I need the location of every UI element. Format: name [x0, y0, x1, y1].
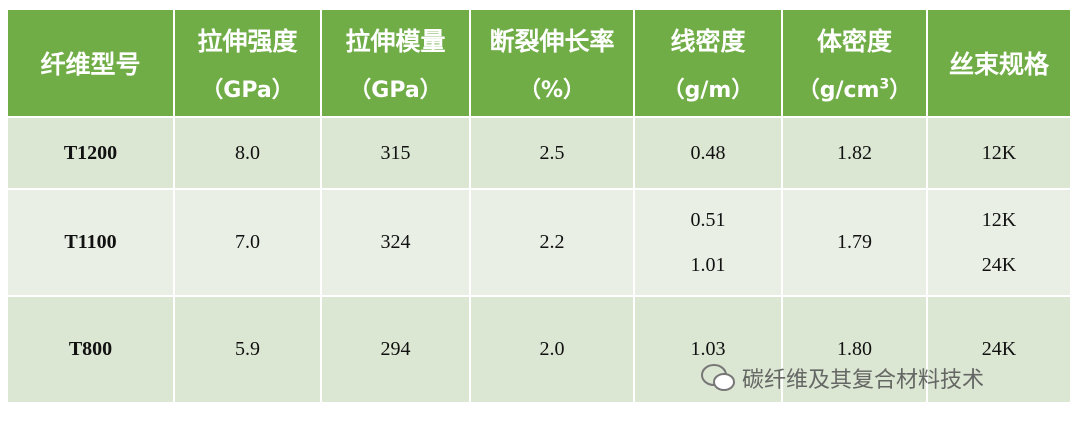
unit-text: （g/cm: [797, 78, 880, 103]
table-cell: 5.9: [175, 297, 320, 402]
header-unit: （%）: [519, 72, 585, 104]
cell-text: 294: [380, 338, 411, 360]
table-cell: T800: [8, 297, 173, 402]
unit-sup: 3: [879, 76, 890, 93]
table-cell: 2.0: [471, 297, 633, 402]
table-cell: 24K: [928, 297, 1070, 402]
header-unit: （g/cm3）: [798, 72, 912, 104]
cell-text: 1.03: [690, 338, 726, 360]
table-cell: 2.2: [471, 190, 633, 295]
table-cell: 8.0: [175, 118, 320, 188]
unit-text: （GPa）: [349, 78, 442, 103]
header-cell: 体密度 （g/cm3）: [783, 10, 926, 116]
unit-end: ）: [889, 78, 912, 103]
header-title: 丝束规格: [948, 50, 1049, 79]
header-cell: 拉伸模量 （GPa）: [322, 10, 469, 116]
header-unit: （GPa）: [349, 72, 441, 104]
table-cell: 0.48: [635, 118, 781, 188]
header-title: 纤维型号: [40, 50, 141, 79]
cell-text: 7.0: [235, 231, 260, 253]
table-cell: T1100: [8, 190, 173, 295]
unit-text: （%）: [518, 78, 586, 103]
cell-text: T800: [68, 338, 113, 360]
table-cell: 1.79: [783, 190, 926, 295]
table-cell: 324: [322, 190, 469, 295]
header-cell: 拉伸强度 （GPa）: [175, 10, 320, 116]
table-cell: 0.51 1.01: [635, 190, 781, 295]
watermark: 碳纤维及其复合材料技术: [700, 362, 984, 394]
table-cell: 1.82: [783, 118, 926, 188]
cell-text: 1.01: [690, 253, 726, 276]
header-cell: 丝束规格: [928, 10, 1070, 116]
wechat-icon: [701, 364, 735, 391]
cell-text: 1.82: [837, 141, 872, 164]
unit-text: （GPa）: [201, 78, 294, 103]
header-cell: 断裂伸长率 （%）: [471, 10, 633, 116]
table-cell: 2.5: [471, 118, 633, 188]
cell-text: 24K: [981, 338, 1017, 360]
cell-text: 2.5: [539, 141, 565, 164]
table-cell: 7.0: [175, 190, 320, 295]
cell-text: 8.0: [235, 141, 260, 164]
header-cell: 线密度 （g/m）: [635, 10, 781, 116]
cell-text: T1200: [63, 141, 118, 164]
cell-text: 2.0: [539, 338, 565, 360]
header-unit: （g/m）: [663, 72, 754, 104]
cell-text: 1.80: [837, 338, 872, 360]
header-unit: （GPa）: [201, 72, 293, 104]
unit-text: （g/m）: [662, 78, 754, 103]
header-title: 拉伸模量: [345, 27, 446, 56]
header-title: 断裂伸长率: [489, 27, 615, 56]
header-title: 体密度: [816, 27, 892, 56]
cell-text: 0.51: [690, 208, 726, 231]
cell-text: 24K: [981, 253, 1017, 276]
table-cell: 315: [322, 118, 469, 188]
table-cell: 12K: [928, 118, 1070, 188]
header-cell: 纤维型号: [8, 10, 173, 116]
cell-text: 1.79: [837, 231, 872, 253]
header-title: 线密度: [670, 27, 746, 56]
cell-text: T1100: [64, 231, 117, 253]
watermark-text: 碳纤维及其复合材料技术: [742, 368, 985, 393]
cell-text: 2.2: [539, 231, 565, 253]
cell-text: 315: [380, 141, 411, 164]
table-cell: T1200: [8, 118, 173, 188]
cell-text: 5.9: [235, 338, 260, 360]
cell-text: 0.48: [690, 141, 726, 164]
cell-text: 324: [380, 231, 411, 253]
cell-text: 12K: [981, 208, 1017, 231]
table-cell: 1.80: [783, 297, 926, 402]
cell-text: 12K: [981, 141, 1017, 164]
table-cell: 294: [322, 297, 469, 402]
header-title: 拉伸强度: [197, 27, 298, 56]
table-cell: 12K 24K: [928, 190, 1070, 295]
